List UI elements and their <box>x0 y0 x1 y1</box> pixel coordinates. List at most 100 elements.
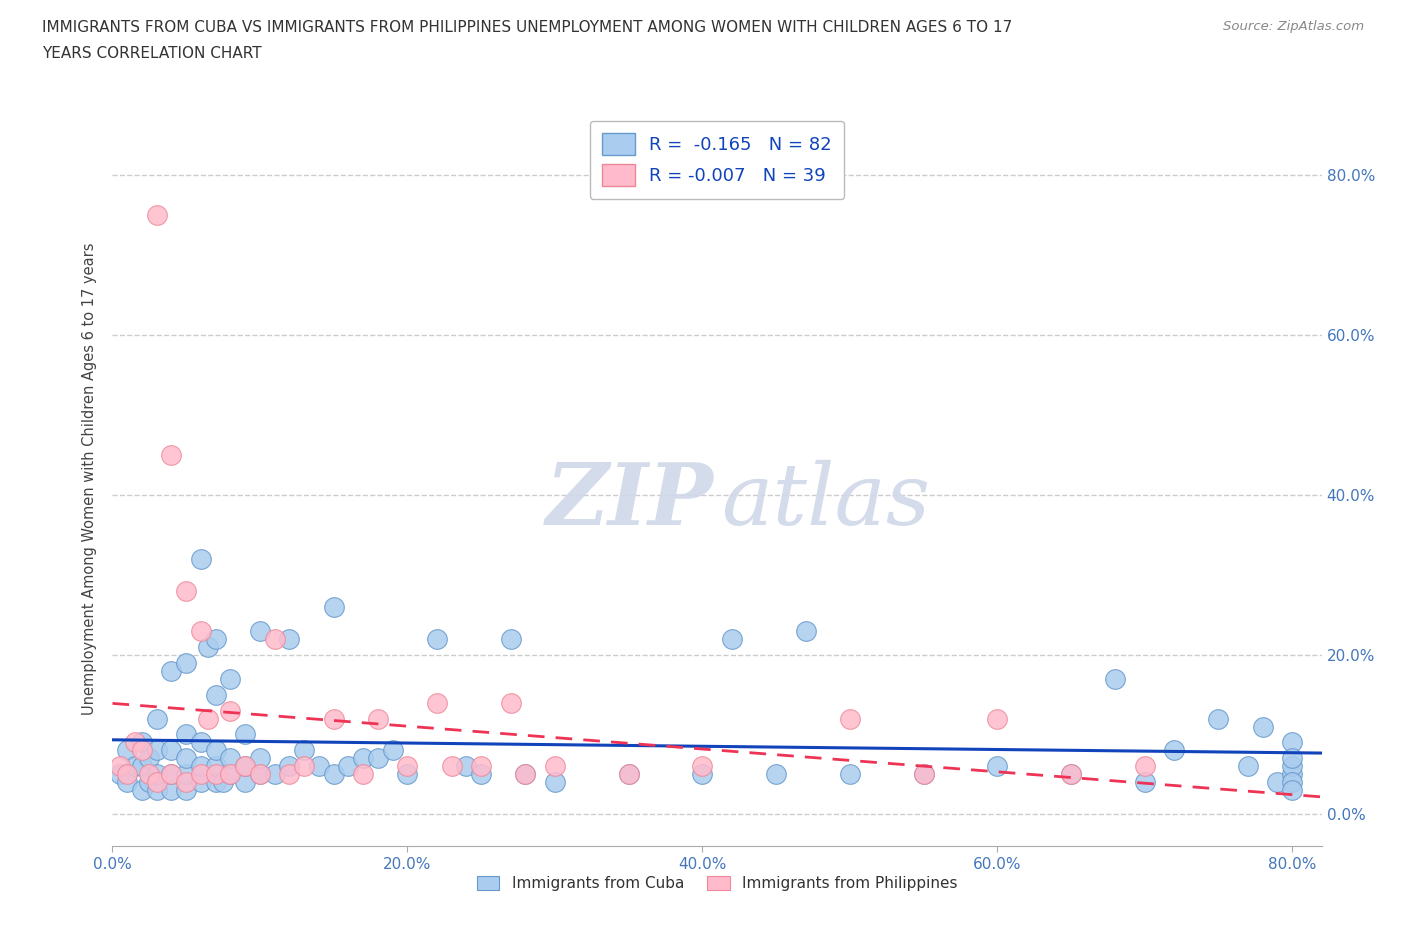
Point <box>219 751 242 766</box>
Point <box>544 775 567 790</box>
Point <box>986 759 1008 774</box>
Point <box>190 759 212 774</box>
Point <box>190 775 212 790</box>
Point <box>131 735 153 750</box>
Point <box>219 703 242 718</box>
Point <box>145 767 167 782</box>
Point <box>617 767 640 782</box>
Point <box>190 767 212 782</box>
Point <box>322 711 344 726</box>
Point <box>1208 711 1230 726</box>
Point <box>204 631 226 646</box>
Point <box>278 759 301 774</box>
Point <box>174 775 197 790</box>
Point <box>115 767 138 782</box>
Point <box>197 639 219 654</box>
Point <box>145 208 167 223</box>
Point <box>1060 767 1083 782</box>
Point <box>160 447 183 462</box>
Text: YEARS CORRELATION CHART: YEARS CORRELATION CHART <box>42 46 262 61</box>
Point <box>765 767 787 782</box>
Point <box>470 759 492 774</box>
Point <box>174 767 197 782</box>
Point <box>204 743 226 758</box>
Point <box>160 783 183 798</box>
Point <box>308 759 330 774</box>
Point <box>720 631 742 646</box>
Point <box>160 663 183 678</box>
Legend: Immigrants from Cuba, Immigrants from Philippines: Immigrants from Cuba, Immigrants from Ph… <box>471 870 963 897</box>
Point <box>1281 751 1303 766</box>
Point <box>838 711 860 726</box>
Point <box>219 767 242 782</box>
Point <box>197 711 219 726</box>
Point <box>263 631 285 646</box>
Point <box>499 695 522 710</box>
Point <box>145 783 167 798</box>
Point <box>190 551 212 566</box>
Point <box>456 759 478 774</box>
Point <box>219 671 242 686</box>
Point <box>692 759 714 774</box>
Point <box>249 767 271 782</box>
Point <box>174 583 197 598</box>
Point <box>1060 767 1083 782</box>
Point <box>426 631 449 646</box>
Point <box>337 759 360 774</box>
Point <box>1163 743 1185 758</box>
Point <box>233 759 256 774</box>
Point <box>396 759 419 774</box>
Text: Source: ZipAtlas.com: Source: ZipAtlas.com <box>1223 20 1364 33</box>
Point <box>204 759 226 774</box>
Point <box>322 767 344 782</box>
Point <box>190 623 212 638</box>
Point <box>1281 775 1303 790</box>
Point <box>515 767 537 782</box>
Point <box>381 743 404 758</box>
Point <box>204 687 226 702</box>
Point <box>1267 775 1289 790</box>
Point <box>912 767 935 782</box>
Point <box>174 783 197 798</box>
Point <box>131 783 153 798</box>
Point <box>108 759 131 774</box>
Point <box>190 735 212 750</box>
Point <box>396 767 419 782</box>
Point <box>204 767 226 782</box>
Point <box>292 743 315 758</box>
Point <box>233 759 256 774</box>
Point <box>440 759 463 774</box>
Point <box>367 711 389 726</box>
Point <box>515 767 537 782</box>
Point <box>249 751 271 766</box>
Y-axis label: Unemployment Among Women with Children Ages 6 to 17 years: Unemployment Among Women with Children A… <box>82 243 97 715</box>
Text: ZIP: ZIP <box>546 459 713 543</box>
Point <box>138 775 160 790</box>
Point <box>352 767 374 782</box>
Point <box>145 743 167 758</box>
Point <box>499 631 522 646</box>
Point <box>1281 735 1303 750</box>
Point <box>1133 775 1156 790</box>
Point <box>617 767 640 782</box>
Point <box>352 751 374 766</box>
Point <box>131 743 153 758</box>
Point <box>212 775 235 790</box>
Point <box>249 767 271 782</box>
Point <box>219 767 242 782</box>
Point <box>233 775 256 790</box>
Point <box>322 599 344 614</box>
Text: atlas: atlas <box>721 459 929 542</box>
Point <box>249 623 271 638</box>
Point <box>838 767 860 782</box>
Point <box>160 767 183 782</box>
Point <box>115 775 138 790</box>
Point <box>1237 759 1260 774</box>
Point <box>145 711 167 726</box>
Point <box>124 759 146 774</box>
Point <box>470 767 492 782</box>
Point <box>131 759 153 774</box>
Point <box>138 751 160 766</box>
Point <box>233 727 256 742</box>
Point <box>124 735 146 750</box>
